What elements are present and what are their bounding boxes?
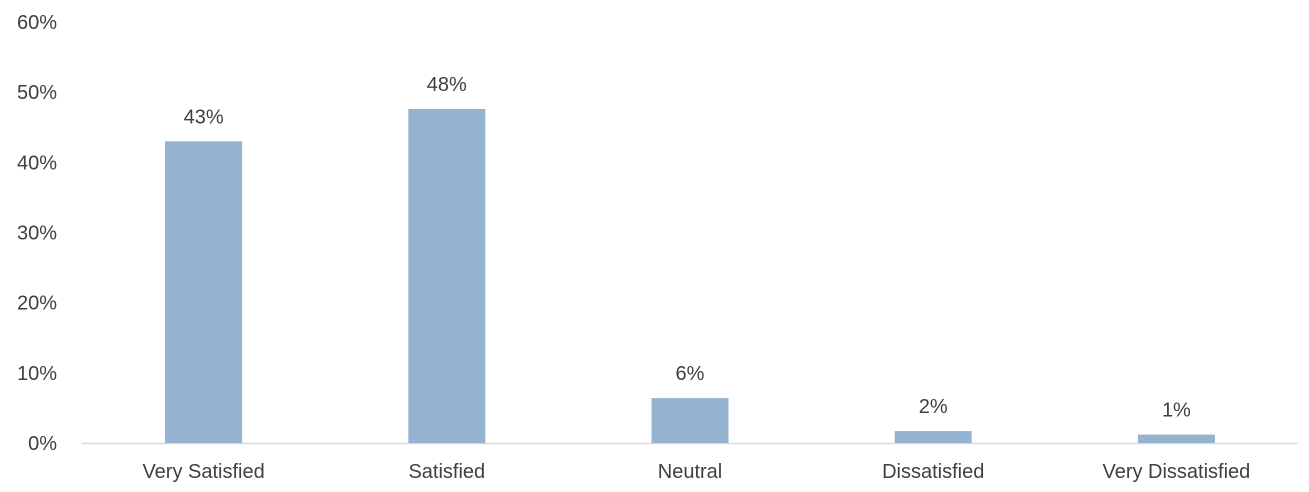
y-axis: 0% 10% 20% 30% 40% 50% 60% <box>17 12 57 455</box>
y-tick-label: 60% <box>17 12 57 34</box>
bar-very-satisfied <box>165 141 243 444</box>
category-label: Dissatisfied <box>882 461 984 483</box>
y-tick-label: 0% <box>28 433 57 455</box>
data-labels: 43% 48% 6% 2% 1% <box>184 74 1191 422</box>
y-tick-label: 10% <box>17 363 57 385</box>
y-tick-label: 40% <box>17 152 57 174</box>
x-axis: Very Satisfied Satisfied Neutral Dissatisfi… <box>142 461 1250 483</box>
data-label: 43% <box>184 106 224 128</box>
bar-very-dissatisfied <box>1137 434 1215 443</box>
data-label: 1% <box>1162 400 1191 422</box>
data-label: 2% <box>919 396 948 418</box>
category-label: Neutral <box>658 461 722 483</box>
category-label: Satisfied <box>408 461 485 483</box>
category-label: Very Satisfied <box>142 461 264 483</box>
data-label: 6% <box>676 363 705 385</box>
y-tick-label: 30% <box>17 223 57 245</box>
y-tick-label: 50% <box>17 82 57 104</box>
bar-satisfied <box>408 109 486 444</box>
bar-dissatisfied <box>894 431 972 443</box>
category-label: Very Dissatisfied <box>1102 461 1250 483</box>
bar-neutral <box>651 398 729 443</box>
bars <box>165 109 1215 444</box>
y-tick-label: 20% <box>17 293 57 315</box>
data-label: 48% <box>427 74 467 96</box>
